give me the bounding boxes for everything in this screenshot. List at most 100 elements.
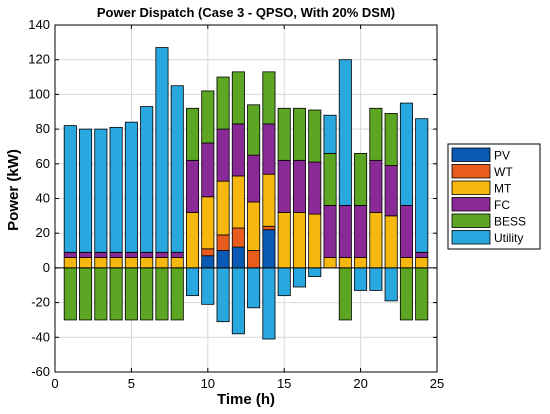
bar-segment-utility [79, 128, 93, 253]
bar-segment-utility [308, 267, 322, 277]
bar-segment-fc [155, 251, 169, 258]
y-tick-label: -60 [31, 364, 50, 379]
bar-segment-fc [323, 205, 337, 258]
y-axis-title: Power (kW) [5, 149, 22, 231]
y-tick-label: -40 [31, 329, 50, 344]
legend-swatch [451, 213, 491, 228]
y-tick-label: 20 [36, 225, 50, 240]
bar-segment-mt [323, 257, 337, 269]
bar-segment-utility [201, 267, 215, 305]
bar-segment-mt [369, 211, 383, 269]
y-tick-label: 120 [28, 52, 50, 67]
bar-segment-mt [277, 211, 291, 269]
legend-label: BESS [494, 215, 526, 229]
bar-segment-bess [247, 104, 261, 156]
bar-segment-bess [292, 107, 306, 161]
y-tick-label: 0 [43, 260, 50, 275]
bar-segment-bess [308, 109, 322, 163]
bar-segment-bess [277, 107, 291, 161]
bar-segment-fc [262, 123, 276, 175]
bar-segment-bess [415, 267, 429, 321]
bar-segment-utility [124, 121, 138, 253]
bar-segment-pv [201, 255, 215, 269]
bar-segment-fc [415, 251, 429, 258]
bar-segment-mt [399, 257, 413, 269]
bar-segment-fc [277, 159, 291, 213]
bar-segment-wt [201, 248, 215, 257]
bar-segment-utility [399, 102, 413, 206]
bar-segment-fc [109, 251, 123, 258]
x-tick-label: 20 [353, 376, 367, 391]
bar-segment-utility [140, 106, 154, 253]
bar-segment-bess [216, 76, 230, 130]
bar-segment-mt [63, 257, 77, 269]
legend-label: WT [494, 165, 513, 179]
bar-segment-bess [231, 71, 245, 125]
bar-segment-wt [216, 234, 230, 251]
x-axis-title: Time (h) [217, 391, 275, 408]
legend-swatch [451, 197, 491, 212]
bar-segment-fc [201, 142, 215, 198]
bar-segment-fc [186, 159, 200, 213]
bar-layer [63, 47, 429, 340]
bar-segment-fc [308, 161, 322, 215]
bar-segment-utility [231, 267, 245, 335]
bar-segment-bess [94, 267, 108, 321]
bar-segment-fc [399, 205, 413, 258]
bar-segment-fc [231, 123, 245, 177]
bar-segment-mt [308, 213, 322, 269]
bar-segment-utility [277, 267, 291, 297]
bar-segment-bess [399, 267, 413, 321]
bar-segment-fc [140, 251, 154, 258]
chart-title: Power Dispatch (Case 3 - QPSO, With 20% … [97, 5, 395, 20]
x-tick-label: 0 [51, 376, 58, 391]
bar-segment-fc [79, 251, 93, 258]
x-tick-label: 25 [430, 376, 444, 391]
bar-segment-utility [186, 267, 200, 297]
bar-segment-mt [124, 257, 138, 269]
bar-segment-utility [247, 267, 261, 309]
bar-segment-wt [262, 225, 276, 231]
bar-segment-bess [109, 267, 123, 321]
bar-segment-bess [338, 267, 352, 321]
bar-segment-mt [292, 211, 306, 269]
bar-segment-utility [170, 85, 184, 253]
bar-segment-mt [94, 257, 108, 269]
bar-segment-mt [247, 201, 261, 251]
bar-segment-utility [262, 267, 276, 340]
bar-segment-mt [415, 257, 429, 269]
bar-segment-utility [109, 126, 123, 253]
bar-segment-fc [338, 205, 352, 258]
x-tick-label: 15 [277, 376, 291, 391]
legend-swatch [451, 147, 491, 162]
bar-segment-utility [338, 59, 352, 206]
bar-segment-fc [94, 251, 108, 258]
y-tick-label: 60 [36, 156, 50, 171]
bar-segment-mt [109, 257, 123, 269]
bar-segment-fc [170, 251, 184, 258]
bar-segment-utility [415, 118, 429, 253]
bar-segment-fc [292, 159, 306, 213]
bar-segment-bess [384, 113, 398, 166]
bar-segment-mt [262, 173, 276, 227]
bar-segment-bess [170, 267, 184, 321]
legend-label: FC [494, 198, 510, 212]
bar-segment-fc [384, 165, 398, 217]
bar-segment-mt [231, 175, 245, 229]
x-tick-label: 5 [128, 376, 135, 391]
bar-segment-utility [384, 267, 398, 302]
bar-segment-wt [247, 250, 261, 269]
bar-segment-mt [201, 196, 215, 250]
bar-segment-fc [63, 251, 77, 258]
bar-segment-mt [338, 257, 352, 269]
bar-segment-wt [231, 227, 245, 248]
bar-segment-pv [231, 246, 245, 269]
bar-segment-fc [124, 251, 138, 258]
legend-swatch [451, 164, 491, 179]
legend-label: Utility [494, 231, 523, 245]
bar-segment-bess [63, 267, 77, 321]
y-tick-label: 100 [28, 86, 50, 101]
legend: PV WT MT FC BESS Utility [447, 143, 541, 250]
